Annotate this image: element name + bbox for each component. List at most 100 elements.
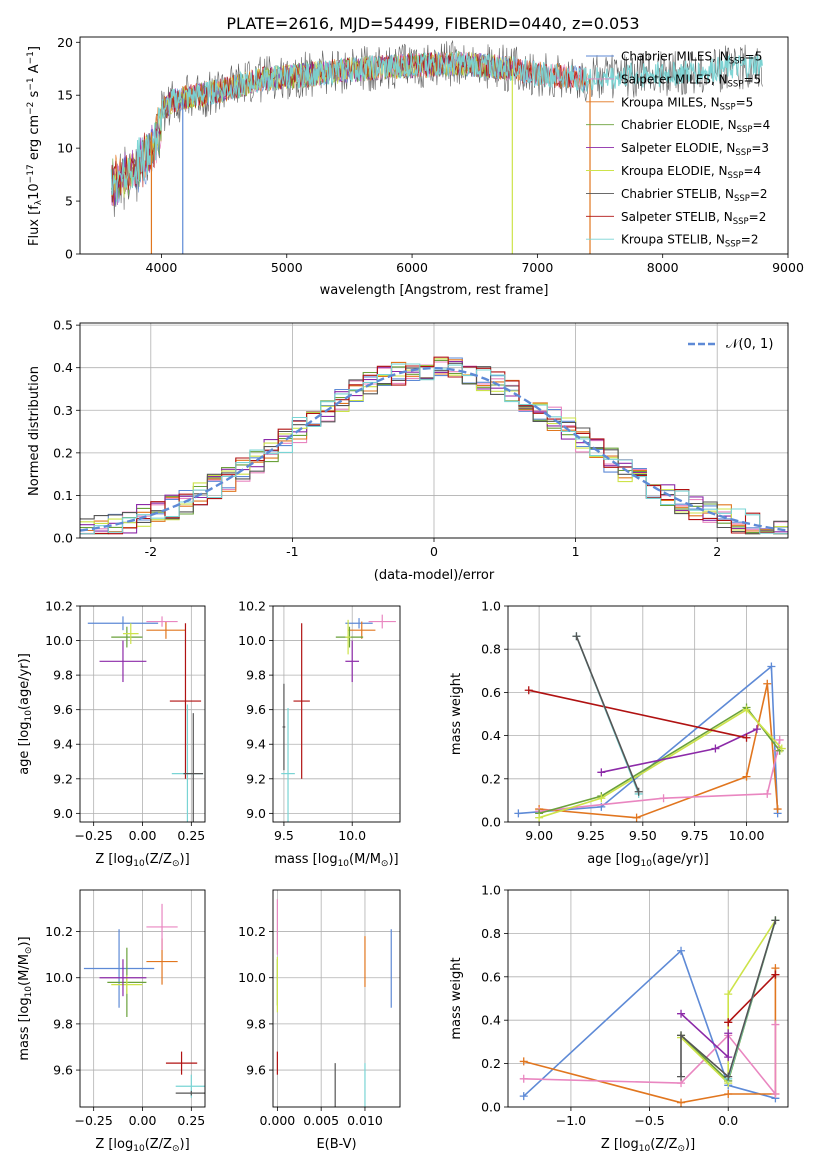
legend-label-end: =2 [749,210,767,224]
y-label-sun: ⊙ [24,947,34,955]
x-tick-label: −0.25 [75,828,113,843]
plot-area [514,632,786,822]
plot-frame [272,605,401,823]
x-label-sub: 10 [133,1144,145,1154]
x-tick-label: −0.25 [75,1113,113,1128]
legend-label-end: =2 [750,187,768,201]
y-tick-label: 0.1 [53,488,73,503]
plot-background [273,606,400,822]
spectrum-line [111,39,763,217]
y-label-main: mass [log [17,997,32,1060]
x-tick-label: 1 [572,544,580,559]
mass-vs-ebv-chart: 0.000 0.005 0.010 9.6 9.8 10.0 10.2 E(B-V) [238,889,401,1152]
legend-label-sub: SSP [729,57,745,67]
x-label-main: Z [log [95,852,133,867]
plot-area [80,356,788,535]
y-tick-label: 9.4 [53,737,73,752]
y-tick-label: 0.6 [481,969,501,984]
y-tick-label: 9.8 [53,1016,73,1031]
legend-label-sub: SSP [728,171,744,181]
x-tick-label: 9000 [772,260,804,275]
legend-label: Salpeter MILES, NSSP=5 [621,72,761,89]
legend-label: Kroupa ELODIE, NSSP=4 [621,164,761,181]
y-tick-label: 10.2 [45,599,73,614]
y-tick-label: 20 [57,35,73,50]
mass-weight-marker [742,772,751,781]
x-tick-label: 0.010 [347,1113,383,1128]
y-tick-label: 9.6 [53,1063,73,1078]
y-tick-label: 9.8 [53,668,73,683]
plot-background [273,890,400,1107]
mass-weight-marker [724,1053,733,1062]
mass-weight-marker [677,1031,686,1040]
plot-background [508,606,788,822]
spectrum-legend: Chabrier MILES, NSSP=5 Salpeter MILES, NS… [586,50,770,250]
mass-weight-marker [724,1018,733,1027]
x-tick-label: −0.5 [634,1113,664,1128]
x-tick-label: -2 [145,544,157,559]
y-label-part: λ [34,199,44,205]
y-tick-label: 0.8 [481,642,501,657]
x-tick-label: 10.00 [729,828,765,843]
mass-weight-vs-metallicity-chart: −1.0 −0.5 0.0 0.0 0.2 0.4 0.6 0.8 1.0 Z [log10(Z/… [449,883,789,1154]
x-label-sub: 10 [639,1144,651,1154]
x-label-sun: ⊙ [172,859,180,869]
plot-area [83,903,205,1098]
plot-area [276,899,392,1107]
y-label-end: (age/yr)] [17,653,32,710]
x-label-close: )] [180,852,190,867]
x-tick-label: 0.00 [129,828,157,843]
legend-label-main: Chabrier STELIB, N [621,187,734,201]
y-label-close: )] [17,936,32,946]
mass-weight-marker [763,679,772,688]
y-label-part: A [27,64,42,77]
x-tick-label: 6000 [396,260,428,275]
x-axis-label: E(B-V) [316,1137,356,1152]
x-label-close: )] [180,1137,190,1152]
y-tick-label: 0.4 [481,1013,501,1028]
x-tick-label: 5000 [271,260,303,275]
y-tick-label: 9.6 [53,702,73,717]
y-label-sub: 10 [24,710,34,722]
legend-label-end: =2 [741,233,759,247]
x-label-main: Z [log [601,1137,639,1152]
y-tick-label: 0.4 [53,360,73,375]
legend-label-sub: SSP [737,125,753,135]
y-label-part: −2 [26,102,36,115]
y-tick-label: 9.0 [246,806,266,821]
plot-frame [79,889,206,1108]
mass-weight-marker [742,705,751,714]
x-label-end: (Z/Z [145,1137,172,1152]
mass-weight-line [575,635,640,793]
y-tick-label: 0.4 [481,728,501,743]
legend-label: Chabrier MILES, NSSP=5 [621,50,762,67]
y-tick-label: 0.6 [481,685,501,700]
x-tick-label: 10.0 [338,828,366,843]
y-tick-label: 0.0 [481,1100,501,1115]
plot-area [519,916,780,1107]
y-tick-label: 10.0 [45,633,73,648]
mass-weight-marker [677,1098,686,1107]
y-tick-label: 0 [65,247,73,262]
y-tick-label: 10.2 [45,924,73,939]
y-tick-label: 0.0 [53,531,73,546]
age-vs-metallicity-chart: −0.25 0.00 0.25 9.0 9.2 9.4 9.6 9.8 10.0 10.2 Z [l… [17,599,206,869]
mass-weight-marker [524,686,533,695]
mass-weight-marker [724,1029,733,1038]
y-tick-label: 0.5 [53,318,73,333]
mass-weight-line [523,949,776,1100]
y-label-part: s [27,90,42,101]
plot-area [281,614,396,822]
legend-label-sub: SSP [734,194,750,204]
x-axis-label: Z [log10(Z/Z⊙)] [601,1137,695,1154]
mass-weight-marker [771,1020,780,1029]
y-label-part: −1 [26,51,36,64]
y-tick-label: 10.2 [238,599,266,614]
y-axis-label: mass [log10(M/M⊙)] [17,936,34,1060]
mass-weight-marker [724,1072,733,1081]
mass-weight-marker [519,1092,528,1101]
spectrum-chart: 4000 5000 6000 7000 8000 9000 0 5 10 15 20 waveleng… [26,35,804,298]
plot-frame [272,889,401,1108]
legend-label-main: Chabrier MILES, N [621,50,729,64]
